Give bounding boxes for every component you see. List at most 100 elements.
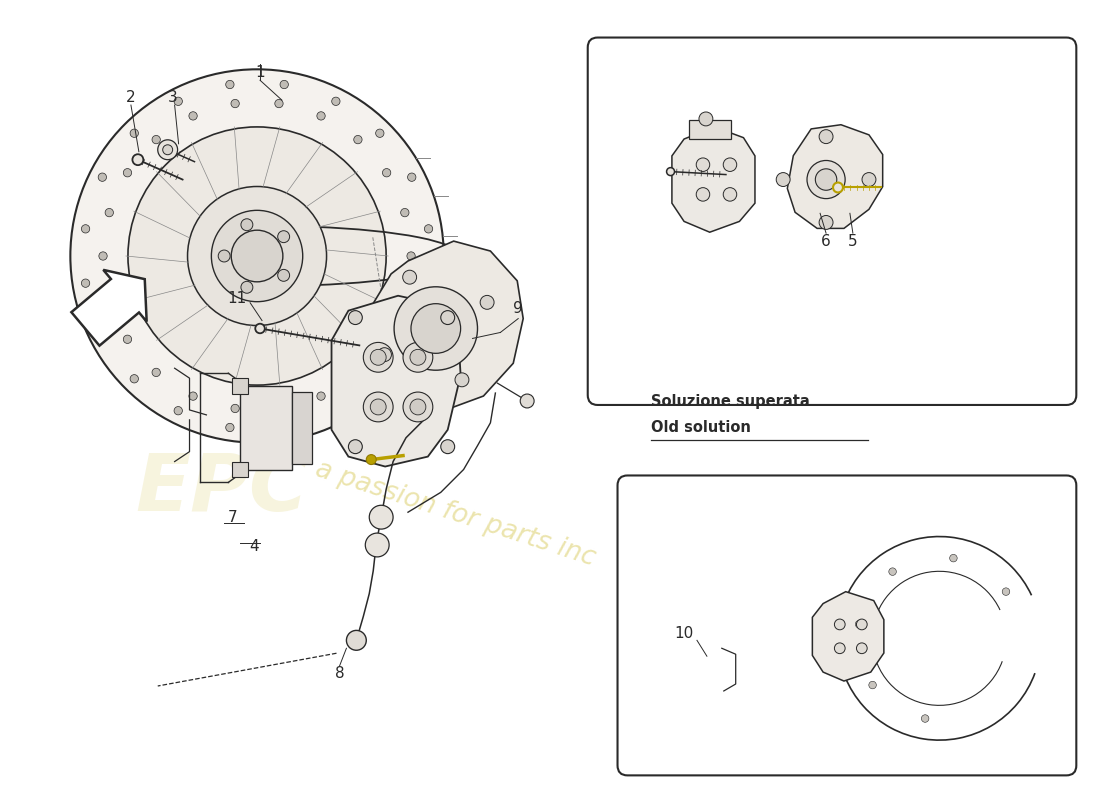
Circle shape bbox=[425, 225, 432, 233]
Circle shape bbox=[441, 310, 454, 325]
Circle shape bbox=[163, 145, 173, 154]
Circle shape bbox=[371, 399, 386, 415]
Text: 9: 9 bbox=[514, 301, 524, 316]
Text: 4: 4 bbox=[250, 539, 258, 554]
Circle shape bbox=[123, 335, 132, 343]
Circle shape bbox=[106, 295, 113, 303]
Text: Old solution: Old solution bbox=[651, 420, 751, 435]
Circle shape bbox=[354, 368, 362, 377]
Circle shape bbox=[277, 230, 289, 242]
Circle shape bbox=[365, 533, 389, 557]
Circle shape bbox=[481, 295, 494, 310]
Circle shape bbox=[231, 230, 283, 282]
Circle shape bbox=[332, 406, 340, 415]
Bar bbox=[240, 386, 292, 470]
Circle shape bbox=[187, 186, 327, 326]
Circle shape bbox=[123, 169, 132, 177]
Circle shape bbox=[455, 373, 469, 386]
FancyBboxPatch shape bbox=[617, 475, 1076, 775]
Circle shape bbox=[520, 394, 535, 408]
Polygon shape bbox=[684, 505, 745, 569]
Circle shape bbox=[231, 404, 240, 413]
Text: 6: 6 bbox=[822, 234, 830, 249]
Circle shape bbox=[889, 568, 896, 575]
Circle shape bbox=[394, 286, 477, 370]
Circle shape bbox=[820, 130, 833, 143]
Circle shape bbox=[688, 678, 700, 690]
Circle shape bbox=[408, 330, 416, 339]
Text: 7: 7 bbox=[228, 510, 236, 525]
Circle shape bbox=[363, 392, 393, 422]
Circle shape bbox=[370, 506, 393, 529]
Circle shape bbox=[157, 140, 177, 160]
Circle shape bbox=[425, 279, 432, 287]
Circle shape bbox=[354, 135, 362, 144]
Circle shape bbox=[128, 127, 386, 385]
Circle shape bbox=[152, 368, 161, 377]
Text: 11: 11 bbox=[228, 291, 246, 306]
Circle shape bbox=[407, 252, 415, 260]
Circle shape bbox=[164, 146, 172, 154]
Circle shape bbox=[375, 374, 384, 383]
Bar bbox=[689, 120, 730, 139]
Circle shape bbox=[241, 218, 253, 230]
Circle shape bbox=[255, 324, 265, 334]
Text: 5: 5 bbox=[848, 234, 858, 249]
Circle shape bbox=[862, 173, 876, 186]
Bar bbox=[292, 392, 311, 463]
Circle shape bbox=[132, 154, 143, 165]
Bar bbox=[232, 378, 249, 394]
Polygon shape bbox=[672, 127, 755, 232]
Circle shape bbox=[403, 392, 432, 422]
Circle shape bbox=[280, 423, 288, 432]
Polygon shape bbox=[72, 270, 146, 346]
Circle shape bbox=[226, 423, 234, 432]
Circle shape bbox=[777, 173, 790, 186]
Circle shape bbox=[383, 169, 390, 177]
Circle shape bbox=[226, 80, 234, 89]
Circle shape bbox=[346, 630, 366, 650]
Circle shape bbox=[856, 621, 862, 628]
Circle shape bbox=[317, 112, 326, 120]
Circle shape bbox=[189, 112, 197, 120]
Circle shape bbox=[441, 440, 454, 454]
Circle shape bbox=[403, 270, 417, 284]
Circle shape bbox=[922, 714, 928, 722]
Circle shape bbox=[174, 97, 183, 106]
Circle shape bbox=[275, 99, 283, 108]
Circle shape bbox=[98, 173, 107, 182]
Circle shape bbox=[174, 406, 183, 415]
Circle shape bbox=[696, 188, 710, 201]
Circle shape bbox=[349, 310, 362, 325]
Circle shape bbox=[949, 554, 957, 562]
Circle shape bbox=[723, 158, 737, 171]
Circle shape bbox=[696, 158, 710, 171]
Circle shape bbox=[99, 252, 107, 260]
Circle shape bbox=[366, 454, 376, 465]
Circle shape bbox=[820, 215, 833, 230]
Circle shape bbox=[688, 652, 700, 664]
Circle shape bbox=[835, 643, 845, 654]
Circle shape bbox=[375, 129, 384, 138]
Text: 1: 1 bbox=[255, 65, 265, 80]
Polygon shape bbox=[371, 241, 524, 410]
Circle shape bbox=[400, 295, 409, 303]
Polygon shape bbox=[788, 125, 882, 229]
Circle shape bbox=[317, 392, 326, 400]
Circle shape bbox=[280, 80, 288, 89]
FancyBboxPatch shape bbox=[587, 38, 1076, 405]
Circle shape bbox=[698, 112, 713, 126]
Circle shape bbox=[81, 225, 90, 233]
Circle shape bbox=[349, 440, 362, 454]
Polygon shape bbox=[813, 592, 884, 681]
Text: EPC: EPC bbox=[135, 450, 309, 528]
Circle shape bbox=[869, 682, 877, 689]
Circle shape bbox=[410, 399, 426, 415]
Circle shape bbox=[403, 342, 432, 372]
Circle shape bbox=[130, 374, 139, 383]
Circle shape bbox=[1002, 588, 1010, 595]
Circle shape bbox=[363, 342, 393, 372]
Circle shape bbox=[833, 182, 843, 193]
Circle shape bbox=[106, 209, 113, 217]
Bar bbox=[232, 462, 249, 478]
